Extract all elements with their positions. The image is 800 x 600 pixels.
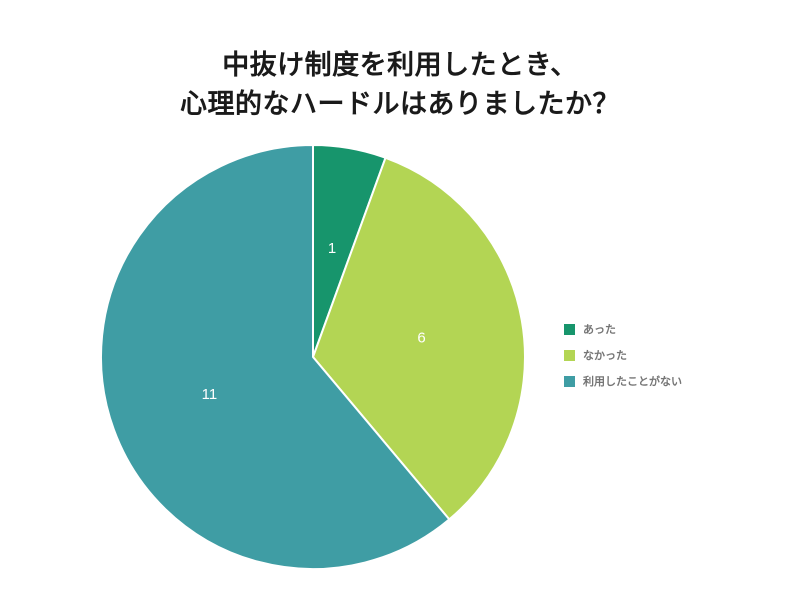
legend-item-2: なかった: [564, 342, 682, 368]
legend: あったなかった利用したことがない: [564, 316, 682, 394]
pie-slice-3: [100, 144, 451, 570]
legend-swatch-icon: [564, 349, 575, 361]
legend-swatch-icon: [564, 375, 575, 387]
slice-value-label-2: 6: [417, 329, 425, 346]
slice-value-label-3: 11: [202, 386, 218, 403]
legend-label: 利用したことがない: [583, 376, 682, 388]
chart-title-line-1: 中抜け制度を利用したとき、: [222, 50, 578, 80]
legend-label: なかった: [583, 350, 627, 362]
legend-swatch-icon: [564, 323, 575, 335]
pie-slice-2: [312, 156, 526, 521]
chart-title-line-2: 心理的なハードルはありましたか？: [180, 89, 620, 120]
legend-item-3: 利用したことがない: [564, 368, 682, 394]
chart-title: 中抜け制度を利用したとき、 心理的なハードルはありましたか？: [0, 46, 800, 124]
legend-item-1: あった: [564, 316, 682, 342]
legend-label: あった: [583, 324, 616, 336]
slice-value-label-1: 1: [328, 240, 336, 257]
